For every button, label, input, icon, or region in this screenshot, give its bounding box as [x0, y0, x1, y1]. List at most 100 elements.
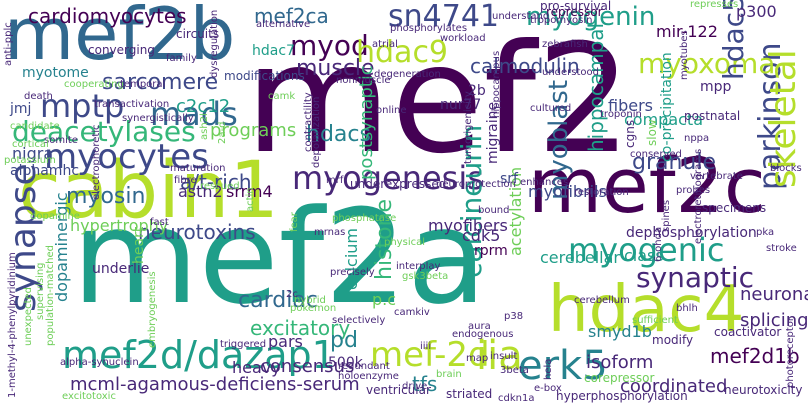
word-excitatory: excitatory: [250, 316, 351, 340]
word-a-t-rich: a/t-rich: [180, 170, 252, 194]
word-calmodulin: calmodulin: [470, 54, 580, 78]
word-excitotoxic: excitotoxic: [62, 391, 116, 402]
word-iia: iia: [476, 333, 523, 379]
word-myocytes: myocytes: [44, 137, 209, 177]
word-myotome: myotome: [22, 65, 89, 81]
word-triggered: triggered: [220, 339, 267, 350]
word-cabin1: cabin1: [18, 146, 279, 236]
word-srrm4: srrm4: [226, 182, 273, 201]
word-insult: insult: [490, 351, 518, 362]
word-family: family: [166, 53, 197, 64]
word-mef2a: mef2a: [72, 181, 487, 333]
word-myofibers: myofibers: [428, 216, 508, 235]
word-cultured: cultured: [530, 103, 572, 114]
word-splicing: splicing: [740, 310, 808, 331]
word-mir-122: mir-122: [656, 22, 718, 41]
word-somite: somite: [44, 135, 78, 146]
word-specimens: specimens: [702, 201, 767, 215]
word-c2c12: c2c12: [176, 96, 231, 117]
word-restoration: restoration: [574, 187, 629, 198]
word-fear: fear: [289, 212, 300, 232]
word-myogenesis: myogenesis: [292, 159, 484, 197]
word-nonmuscle: nonmuscle: [336, 75, 391, 86]
word-mef2d1b: mef2d1b: [710, 344, 800, 368]
word-depolarization: depolarization: [311, 96, 322, 168]
word-hybrid: hybrid: [294, 295, 326, 306]
word-p300: p300: [736, 2, 777, 21]
word-6-ohda: 6-ohda: [653, 226, 664, 262]
word-programs: programs: [210, 120, 297, 141]
word-death: death: [24, 91, 53, 102]
word-p38: p38: [504, 311, 524, 322]
word-slow: slow: [645, 119, 659, 146]
word-actin: actin: [245, 187, 256, 212]
word-troponin: troponin: [600, 109, 642, 120]
word-hippocampus: hippocampus: [491, 50, 502, 118]
word-cdkn1a: cdkn1a: [498, 393, 535, 404]
word-neurotoxins: neurotoxins: [138, 220, 256, 244]
word-mcml-agamous-deficiens-serum: mcml-agamous-deficiens-serum: [70, 374, 360, 395]
word-redundant: redundant: [338, 361, 390, 372]
word-cerebellar: cerebellar: [540, 248, 620, 267]
word-circuits: circuits: [176, 27, 220, 41]
word-mef2ca: mef2ca: [254, 4, 329, 28]
word-mpp: mpp: [700, 79, 732, 95]
word-compacta: compacta: [624, 110, 704, 129]
word-e-box: e-box: [534, 383, 562, 394]
word-3beta: 3beta: [500, 365, 529, 376]
word-vertebrate: vertebrate: [690, 171, 743, 182]
word-muscle: muscle: [296, 56, 375, 81]
word-pokemon: pokemon: [290, 303, 337, 314]
word-probes: probes: [676, 185, 711, 196]
word-myoxoma: myoxoma: [638, 47, 776, 80]
word-deacetylases: deacetylases: [12, 115, 196, 148]
word-cardiac: cardiac: [238, 288, 318, 313]
word-modifications: modifications: [224, 69, 305, 83]
word-nigra: nigra: [12, 144, 54, 163]
word-myogenic: myogenic: [568, 231, 725, 269]
word-endogenous: endogenous: [452, 329, 514, 340]
word-ash2l: ash2l: [199, 113, 210, 140]
word-hyperphosphorylation: hyperphosphorylation: [556, 389, 688, 403]
word-neurotoxicity: neurotoxicity: [724, 383, 803, 397]
word-degeneration: degeneration: [374, 69, 441, 80]
word-modify: modify: [652, 333, 694, 347]
word-repressor: repressor: [546, 5, 603, 19]
word-maturation: maturation: [170, 163, 226, 174]
word-mef-2d: mef-2d: [370, 335, 490, 375]
word-hdac9: hdac9: [356, 35, 449, 70]
word-drive: drive: [402, 381, 428, 392]
word-mef2c: mef2c: [528, 141, 766, 230]
word-hela: hela: [543, 358, 554, 380]
word-sarcomere: sarcomere: [102, 70, 219, 95]
word-mef2d-dazap1: mef2d/dazap1: [62, 333, 336, 377]
word-cardiomyocytes: cardiomyocytes: [28, 4, 187, 28]
word-striated: striated: [446, 387, 493, 401]
word-postnatal: postnatal: [684, 109, 741, 123]
word-converging: converging: [88, 43, 155, 57]
word-dephosphorylation: dephosphorylation: [626, 225, 757, 241]
word-bhlh: bhlh: [676, 303, 698, 314]
word-brain: brain: [436, 369, 462, 380]
word-p-c: p.c: [372, 290, 397, 309]
word-synaptic: synaptic: [636, 261, 754, 294]
word-underlie: underlie: [92, 261, 150, 277]
word-camkiv: camkiv: [394, 307, 430, 318]
word-phosphatase: phosphatase: [332, 213, 397, 224]
word-coactivator: coactivator: [714, 325, 782, 339]
word-pro-survival: pro-survival: [540, 0, 612, 13]
word-myofibrils: myofibrils: [528, 182, 607, 201]
word-workload: workload: [440, 33, 486, 44]
word-fibers: fibers: [608, 96, 653, 115]
word-astn2: astn2: [178, 182, 223, 201]
word-photoreceptor: photoreceptor: [785, 316, 796, 388]
word-camk: camk: [268, 91, 296, 102]
word-heavy: heavy: [232, 358, 281, 377]
word-phosphorylates: phosphorylates: [390, 23, 468, 34]
word-atrial: atrial: [372, 39, 398, 50]
word-hdac4: hdac4: [548, 273, 745, 347]
word-zebrafish: zebrafish: [542, 39, 588, 50]
word-dopamine: dopamine: [30, 211, 80, 222]
word-spines: spines: [661, 199, 672, 232]
